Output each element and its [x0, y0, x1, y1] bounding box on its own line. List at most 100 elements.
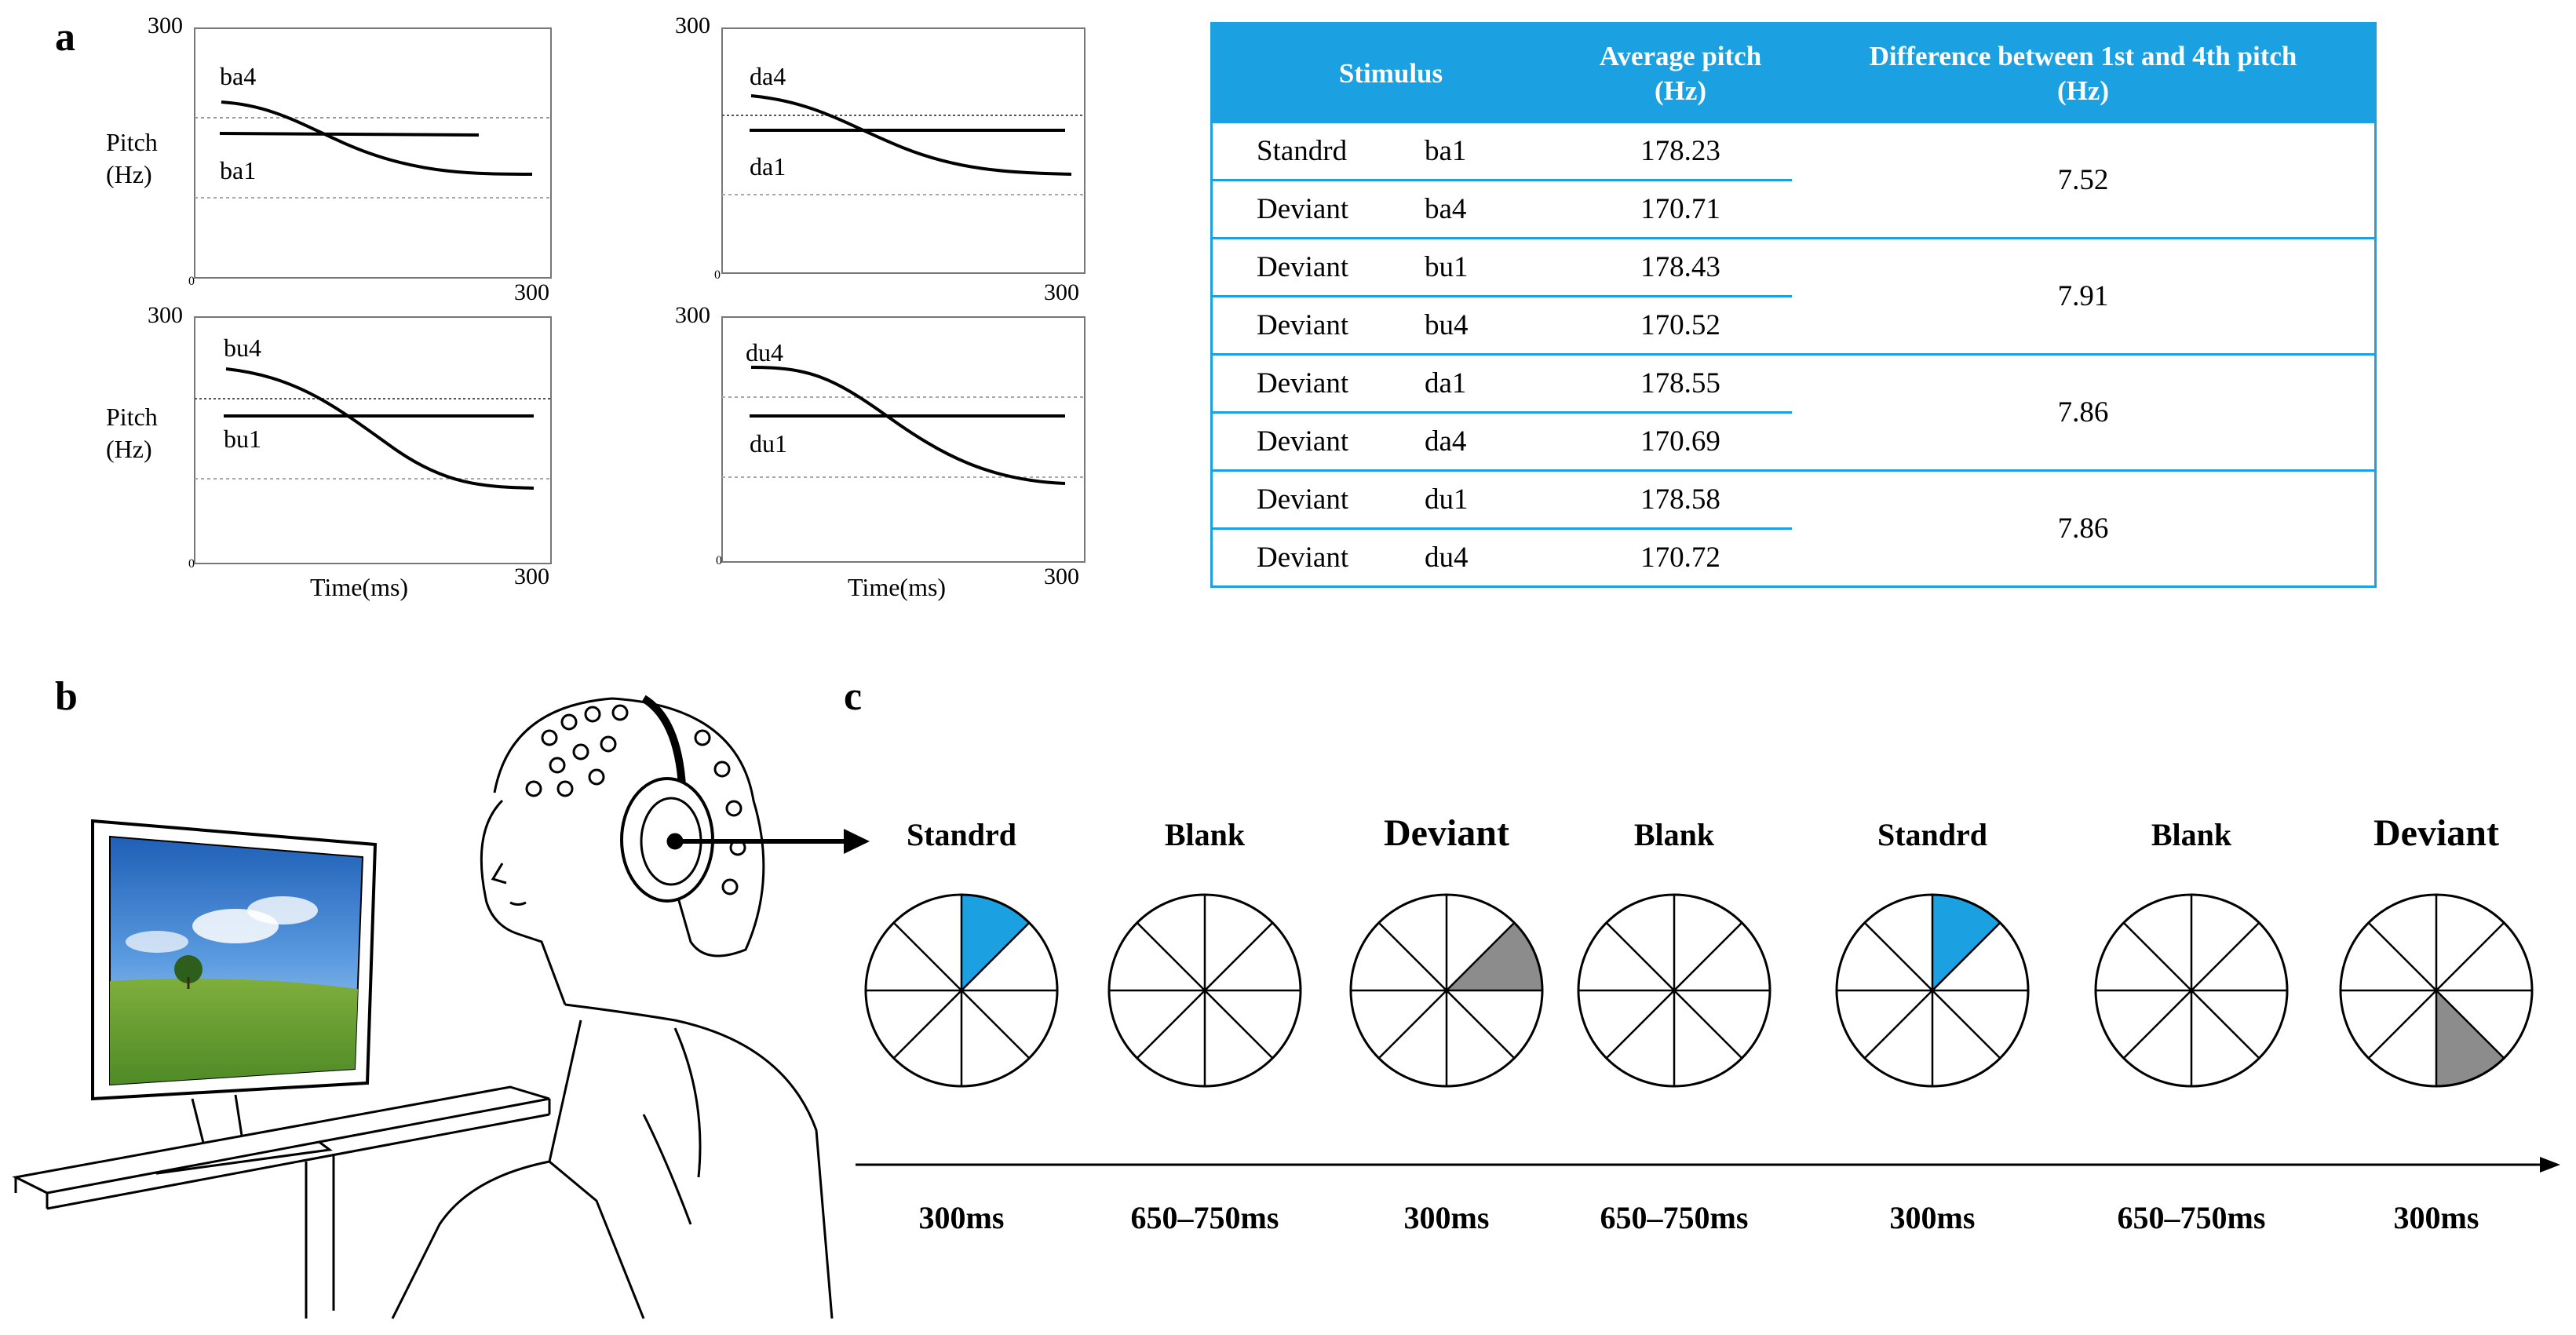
sequence-label: Deviant	[2373, 812, 2499, 854]
header-average-line2: (Hz)	[1654, 75, 1707, 106]
header-difference-line1: Difference between 1st and 4th pitch	[1869, 41, 2297, 71]
average-pitch: 170.69	[1569, 412, 1792, 472]
y-max-tick: 300	[675, 13, 710, 38]
wheel-spoke	[2122, 921, 2260, 1060]
wheel-spoke	[892, 921, 1031, 1060]
desk	[12, 1085, 551, 1319]
panel-label-b: b	[55, 674, 78, 719]
stimulus-table: Stimulus Average pitch (Hz) Difference b…	[1210, 22, 2377, 588]
average-pitch: 178.58	[1569, 470, 1792, 530]
header-average-pitch: Average pitch (Hz)	[1569, 23, 1792, 123]
stimulus-type: Deviant	[1257, 542, 1349, 574]
stimulus-wheel	[2094, 893, 2289, 1088]
origin-tick: 0	[714, 268, 721, 282]
table-row: Deviant da4 170.69	[1211, 412, 2376, 472]
x-max-tick: 300	[1044, 564, 1079, 589]
table-row: Deviant du4 170.72	[1212, 529, 2376, 587]
stimulus-syllable: du1	[1425, 470, 1569, 530]
participant-illustration	[12, 695, 834, 1319]
average-pitch: 178.23	[1569, 123, 1792, 181]
stimulus-wheel	[2339, 893, 2534, 1088]
sequence-label: Blank	[2151, 817, 2232, 852]
highlighted-sector	[961, 895, 1030, 990]
table-row: Deviant bu4 170.52	[1211, 296, 2376, 356]
x-max-tick: 300	[514, 279, 549, 305]
origin-tick: 0	[188, 557, 195, 571]
sequence-duration: 300ms	[1889, 1200, 1976, 1235]
table-header-row: Stimulus Average pitch (Hz) Difference b…	[1211, 23, 2376, 123]
table-row: Standrd ba1 178.23 7.52	[1211, 123, 2376, 239]
stimulus-syllable: da1	[1425, 354, 1569, 414]
stimulus-type: Deviant	[1211, 470, 1425, 530]
y-max-tick: 300	[148, 13, 183, 38]
x-axis-label: Time(ms)	[310, 573, 409, 601]
sequence-duration: 650–750ms	[1600, 1200, 1749, 1235]
wheel-spoke	[2367, 921, 2505, 1060]
stimulus-wheel	[1577, 893, 1771, 1088]
average-pitch: 170.71	[1569, 180, 1792, 239]
sequence-duration: 650–750ms	[2117, 1200, 2266, 1235]
x-max-tick: 300	[514, 564, 549, 589]
sequence-label: Standrd	[1877, 817, 1988, 852]
stimulus-syllable: bu1	[1425, 238, 1569, 297]
y-axis-label-line1: Pitch	[106, 128, 158, 156]
stimulus-type: Deviant	[1211, 354, 1425, 414]
header-stimulus: Stimulus	[1211, 23, 1569, 123]
wheel-spoke	[1136, 921, 1274, 1060]
sequence-duration: 650–750ms	[1130, 1200, 1279, 1235]
stimulus-type: Deviant	[1211, 296, 1425, 356]
header-average-line1: Average pitch	[1599, 41, 1762, 71]
panel-label-a: a	[55, 15, 75, 60]
y-axis-label-line2: (Hz)	[106, 435, 152, 463]
sequence-label: Standrd	[906, 817, 1017, 852]
origin-tick: 0	[716, 554, 722, 567]
average-pitch: 178.43	[1569, 238, 1792, 297]
stimulus-type: Deviant	[1211, 180, 1425, 239]
stimulus-wheel	[1835, 893, 2030, 1088]
stimulus-type: Standrd	[1211, 123, 1425, 181]
average-pitch: 178.55	[1569, 354, 1792, 414]
panel-label-c: c	[844, 674, 863, 719]
header-difference-line2: (Hz)	[2056, 75, 2110, 106]
highlighted-sector	[2436, 990, 2505, 1086]
y-max-tick: 300	[675, 302, 710, 328]
average-pitch: 170.52	[1569, 296, 1792, 356]
wheel-spoke	[1377, 921, 1516, 1060]
sequence-label: Deviant	[1384, 812, 1509, 854]
y-max-tick: 300	[148, 302, 183, 328]
sequence-label: Blank	[1164, 817, 1246, 852]
tree	[174, 955, 203, 983]
table-row: Deviant da1 178.55 7.86	[1211, 354, 2376, 472]
stimulus-syllable: da4	[1425, 412, 1569, 472]
table-row: Deviant bu1 178.43 7.91	[1211, 238, 2376, 356]
pitch-difference: 7.91	[1792, 238, 2376, 356]
stimulus-wheel	[864, 893, 1059, 1088]
pitch-difference: 7.52	[1792, 123, 2376, 239]
highlighted-sector	[1932, 895, 2001, 990]
stimulus-wheel	[1107, 893, 1302, 1088]
highlighted-sector	[1447, 922, 1542, 990]
stimulus-syllable: du4	[1425, 542, 1469, 574]
monitor-screen-grass	[110, 978, 358, 1085]
sequence-label: Blank	[1633, 817, 1715, 852]
wheel-spoke	[1863, 921, 2001, 1060]
x-axis-label: Time(ms)	[848, 573, 947, 601]
y-axis-label-line2: (Hz)	[106, 160, 152, 188]
sequence-duration: 300ms	[918, 1200, 1005, 1235]
person	[391, 695, 834, 1319]
average-pitch: 170.72	[1640, 542, 1720, 574]
stimulus-type: Deviant	[1211, 238, 1425, 297]
origin-tick: 0	[188, 275, 195, 288]
table-row: Deviant du1 178.58 7.86	[1211, 470, 2376, 588]
monitor	[91, 819, 378, 1175]
stimulus-syllable: bu4	[1425, 296, 1569, 356]
sequence-duration: 300ms	[1403, 1200, 1490, 1235]
table-row: Deviant ba4 170.71	[1211, 180, 2376, 239]
stimulus-syllable: ba1	[1425, 123, 1569, 181]
x-max-tick: 300	[1044, 279, 1079, 305]
stimulus-wheel	[1349, 893, 1544, 1088]
stimulus-type: Deviant	[1211, 412, 1425, 472]
pitch-difference: 7.86	[1792, 470, 2376, 588]
y-axis-label-line1: Pitch	[106, 403, 158, 431]
